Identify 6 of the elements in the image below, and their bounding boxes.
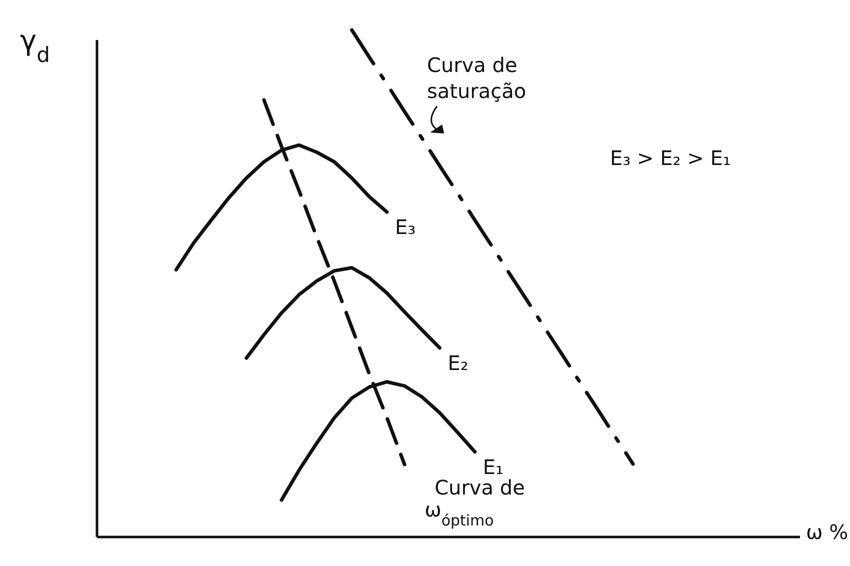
annotation: E₃ > E₂ > E₁ — [610, 146, 731, 170]
series-label: Curva de saturação — [426, 53, 526, 104]
series-label: E₃ — [394, 215, 416, 240]
x-axis-title: ω % — [806, 520, 848, 544]
y-axis-title: γ$_{d}$ — [20, 24, 50, 67]
series-label: E₂ — [448, 350, 468, 375]
